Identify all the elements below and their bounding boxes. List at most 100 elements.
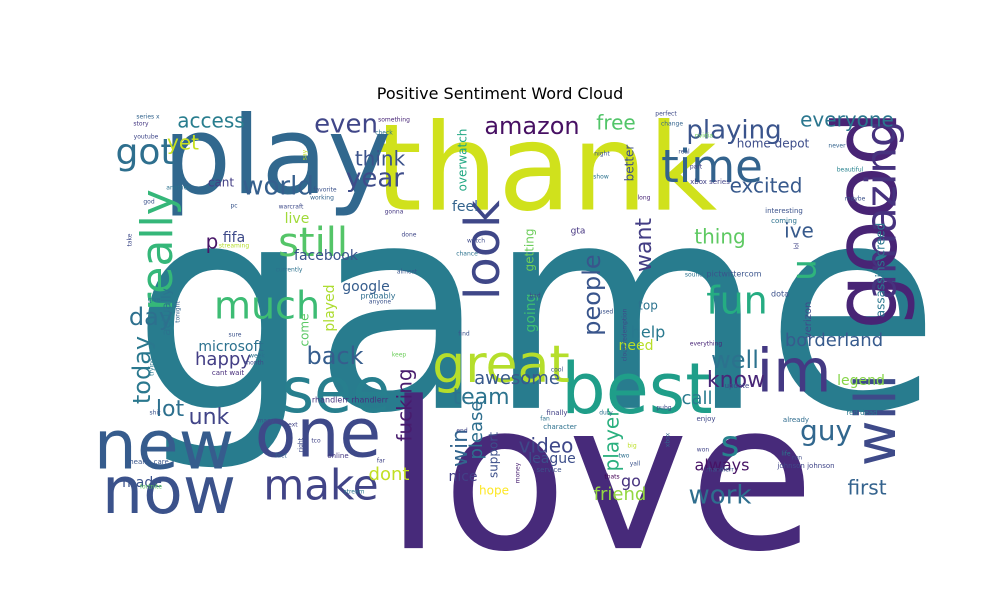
word-life: life	[781, 451, 790, 458]
word-shit: shit	[150, 410, 162, 417]
word-perfect: perfect	[655, 111, 677, 118]
word-service: service	[536, 466, 561, 474]
word-dota: dota	[771, 290, 789, 299]
word-always: always	[695, 456, 750, 475]
word-feel: feel	[452, 199, 478, 215]
word-month: month	[244, 360, 264, 367]
word-free: free	[596, 111, 635, 135]
word-probably: probably	[360, 292, 395, 301]
word-playing: playing	[686, 116, 781, 146]
word-got: got	[116, 132, 175, 173]
word-favorite: favorite	[313, 187, 336, 194]
word-far: far	[377, 458, 386, 465]
word-one: one	[255, 395, 382, 474]
word-interesting: interesting	[765, 207, 803, 215]
word-xbox-series: xbox series	[690, 178, 730, 186]
word-tco: tco	[311, 438, 321, 445]
word-everyone: everyone	[800, 108, 894, 132]
word-hope: hope	[479, 484, 509, 498]
word-rhandlerr: rhandlerr	[706, 467, 734, 474]
word-new: new	[94, 407, 235, 486]
word-amazing: amazing	[857, 120, 906, 299]
word-rhandlerr-rhandlerr: rhandlerr rhandlerr	[312, 396, 389, 405]
word-say: say	[302, 149, 309, 160]
word-best: best	[561, 348, 712, 430]
word-used: used	[599, 309, 614, 316]
word-s: s	[721, 424, 740, 465]
word-streaming: streaming	[219, 243, 249, 250]
word-fucking: fucking	[393, 368, 417, 441]
word-well: well	[711, 346, 759, 374]
word-almost: almost	[397, 269, 418, 276]
word-keep: keep	[392, 352, 407, 359]
word-online: online	[327, 452, 348, 460]
word-part: part	[690, 164, 703, 171]
word-johnson-johnson: johnson johnson	[776, 462, 834, 470]
word-health-care: health care	[129, 458, 169, 466]
word-come: come	[298, 313, 312, 346]
word-nvidia: nvidia	[695, 133, 713, 140]
word-red-dead: red dead	[846, 409, 877, 417]
word-won: won	[697, 447, 710, 454]
word-excited: excited	[730, 174, 803, 198]
word-day: day	[129, 303, 173, 331]
word-sure: sure	[229, 332, 242, 339]
word-world: world	[242, 172, 314, 202]
word-time: time	[661, 140, 763, 193]
word-youtube: youtube	[134, 134, 159, 141]
word-fan: fan	[540, 416, 550, 423]
word-assassins-creed: assassins creed	[874, 223, 888, 317]
word-guy: guy	[800, 414, 852, 447]
word-make: make	[263, 461, 378, 510]
word-made: made	[122, 475, 162, 491]
word-cant: cant	[208, 176, 235, 190]
word-everything: everything	[690, 341, 723, 348]
word-end: end	[456, 428, 467, 435]
word-week: week	[249, 353, 265, 360]
word-chance: chance	[456, 251, 478, 258]
word-home-depot: home depot	[737, 137, 810, 151]
word-finally: finally	[546, 409, 567, 417]
word-thing: thing	[694, 225, 745, 249]
word-top: top	[638, 299, 658, 313]
word-never: never	[828, 143, 846, 150]
word-love: love	[385, 359, 815, 597]
word-team: team	[452, 385, 509, 410]
word-help: help	[631, 323, 666, 342]
word-enjoy: enjoy	[696, 415, 715, 423]
word-live: live	[285, 211, 310, 227]
word-unk: unk	[189, 405, 230, 430]
word-fifa: fifa	[223, 230, 245, 246]
word-awesome: awesome	[474, 368, 560, 389]
word-nice: nice	[448, 469, 477, 485]
word-work: work	[689, 481, 752, 511]
word-stream: stream	[343, 489, 364, 496]
word-real: real	[678, 149, 690, 156]
word-currently: currently	[276, 267, 303, 274]
word-going: going	[523, 293, 539, 332]
word-see: see	[282, 354, 391, 427]
word-god: god	[143, 199, 154, 206]
word-player: player	[600, 408, 624, 472]
word-right: right	[298, 437, 305, 452]
word-gta: gta	[571, 227, 586, 237]
word-overwatch: overwatch	[456, 129, 470, 192]
word-two: two	[619, 453, 630, 460]
word-run: run	[792, 455, 802, 462]
word-people: people	[578, 254, 606, 335]
word-great: great	[432, 335, 570, 395]
word-back: back	[306, 342, 363, 370]
word-gonna: gonna	[385, 209, 404, 216]
word-good: good	[814, 110, 917, 329]
word-better: better	[623, 145, 637, 182]
word-character: character	[543, 423, 577, 431]
word-win: win	[448, 429, 473, 467]
word-many: many	[258, 418, 275, 425]
word-night: night	[594, 151, 610, 158]
word-anyone: anyone	[369, 299, 392, 306]
word-money: money	[515, 462, 522, 483]
word-story: story	[133, 121, 149, 128]
word-game: game	[132, 144, 941, 476]
word-happy: happy	[195, 349, 251, 370]
